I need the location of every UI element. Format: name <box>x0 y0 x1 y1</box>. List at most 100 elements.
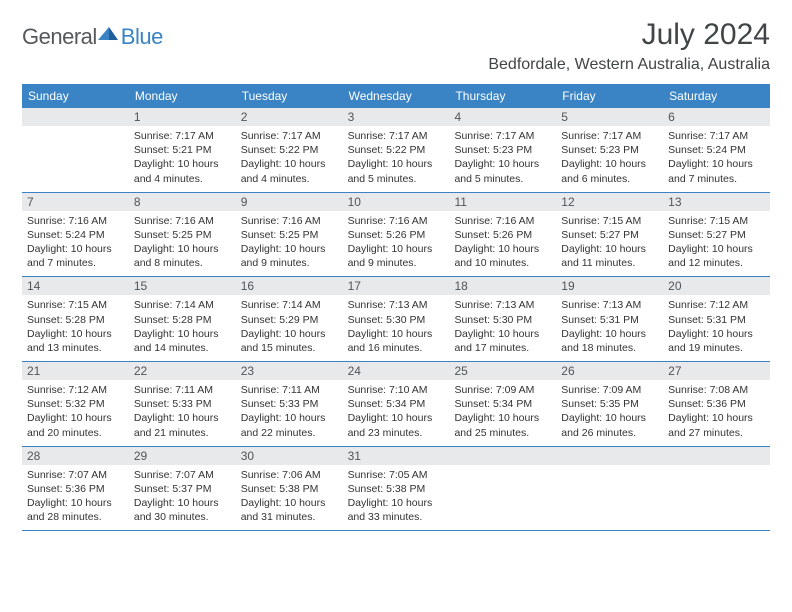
day-body: Sunrise: 7:16 AMSunset: 5:26 PMDaylight:… <box>343 211 450 277</box>
day-number: 23 <box>236 362 343 380</box>
day-number: 12 <box>556 193 663 211</box>
sunrise-line: Sunrise: 7:09 AM <box>561 383 658 397</box>
daylight-line: Daylight: 10 hours and 14 minutes. <box>134 327 231 355</box>
daylight-line: Daylight: 10 hours and 18 minutes. <box>561 327 658 355</box>
day-cell: 26Sunrise: 7:09 AMSunset: 5:35 PMDayligh… <box>556 362 663 446</box>
day-cell: 31Sunrise: 7:05 AMSunset: 5:38 PMDayligh… <box>343 447 450 531</box>
sunrise-line: Sunrise: 7:15 AM <box>668 214 765 228</box>
daylight-line: Daylight: 10 hours and 13 minutes. <box>27 327 124 355</box>
day-body: Sunrise: 7:09 AMSunset: 5:34 PMDaylight:… <box>449 380 556 446</box>
weeks-container: 1Sunrise: 7:17 AMSunset: 5:21 PMDaylight… <box>22 108 770 531</box>
sunrise-line: Sunrise: 7:11 AM <box>241 383 338 397</box>
sunset-line: Sunset: 5:34 PM <box>348 397 445 411</box>
sunset-line: Sunset: 5:33 PM <box>134 397 231 411</box>
daylight-line: Daylight: 10 hours and 16 minutes. <box>348 327 445 355</box>
daylight-line: Daylight: 10 hours and 19 minutes. <box>668 327 765 355</box>
day-cell: 18Sunrise: 7:13 AMSunset: 5:30 PMDayligh… <box>449 277 556 361</box>
sunset-line: Sunset: 5:23 PM <box>561 143 658 157</box>
sunrise-line: Sunrise: 7:17 AM <box>134 129 231 143</box>
day-number: 17 <box>343 277 450 295</box>
day-number: 10 <box>343 193 450 211</box>
day-cell: 20Sunrise: 7:12 AMSunset: 5:31 PMDayligh… <box>663 277 770 361</box>
day-header: Monday <box>129 84 236 108</box>
day-body: Sunrise: 7:17 AMSunset: 5:22 PMDaylight:… <box>236 126 343 192</box>
day-number: 26 <box>556 362 663 380</box>
sunrise-line: Sunrise: 7:13 AM <box>348 298 445 312</box>
sunset-line: Sunset: 5:26 PM <box>454 228 551 242</box>
logo-text-blue: Blue <box>121 24 163 50</box>
day-cell: 24Sunrise: 7:10 AMSunset: 5:34 PMDayligh… <box>343 362 450 446</box>
sunset-line: Sunset: 5:27 PM <box>668 228 765 242</box>
sunset-line: Sunset: 5:22 PM <box>348 143 445 157</box>
day-number: 21 <box>22 362 129 380</box>
day-cell: 27Sunrise: 7:08 AMSunset: 5:36 PMDayligh… <box>663 362 770 446</box>
sunrise-line: Sunrise: 7:08 AM <box>668 383 765 397</box>
week-row: 1Sunrise: 7:17 AMSunset: 5:21 PMDaylight… <box>22 108 770 193</box>
day-body: Sunrise: 7:13 AMSunset: 5:31 PMDaylight:… <box>556 295 663 361</box>
day-cell: 19Sunrise: 7:13 AMSunset: 5:31 PMDayligh… <box>556 277 663 361</box>
sunset-line: Sunset: 5:38 PM <box>348 482 445 496</box>
day-body: Sunrise: 7:09 AMSunset: 5:35 PMDaylight:… <box>556 380 663 446</box>
daylight-line: Daylight: 10 hours and 6 minutes. <box>561 157 658 185</box>
day-body: Sunrise: 7:11 AMSunset: 5:33 PMDaylight:… <box>236 380 343 446</box>
day-cell: 15Sunrise: 7:14 AMSunset: 5:28 PMDayligh… <box>129 277 236 361</box>
sunrise-line: Sunrise: 7:09 AM <box>454 383 551 397</box>
sunset-line: Sunset: 5:34 PM <box>454 397 551 411</box>
day-cell: 11Sunrise: 7:16 AMSunset: 5:26 PMDayligh… <box>449 193 556 277</box>
sunrise-line: Sunrise: 7:12 AM <box>27 383 124 397</box>
empty-daynum <box>449 447 556 465</box>
sunrise-line: Sunrise: 7:17 AM <box>561 129 658 143</box>
day-number: 13 <box>663 193 770 211</box>
day-number: 16 <box>236 277 343 295</box>
day-body: Sunrise: 7:17 AMSunset: 5:23 PMDaylight:… <box>556 126 663 192</box>
day-body: Sunrise: 7:12 AMSunset: 5:31 PMDaylight:… <box>663 295 770 361</box>
daylight-line: Daylight: 10 hours and 17 minutes. <box>454 327 551 355</box>
daylight-line: Daylight: 10 hours and 33 minutes. <box>348 496 445 524</box>
sunset-line: Sunset: 5:36 PM <box>27 482 124 496</box>
day-number: 11 <box>449 193 556 211</box>
week-row: 28Sunrise: 7:07 AMSunset: 5:36 PMDayligh… <box>22 447 770 532</box>
sunrise-line: Sunrise: 7:17 AM <box>348 129 445 143</box>
empty-daynum <box>22 108 129 126</box>
daylight-line: Daylight: 10 hours and 4 minutes. <box>241 157 338 185</box>
day-number: 15 <box>129 277 236 295</box>
day-body: Sunrise: 7:14 AMSunset: 5:28 PMDaylight:… <box>129 295 236 361</box>
daylight-line: Daylight: 10 hours and 4 minutes. <box>134 157 231 185</box>
calendar: SundayMondayTuesdayWednesdayThursdayFrid… <box>22 84 770 531</box>
sunset-line: Sunset: 5:22 PM <box>241 143 338 157</box>
day-body: Sunrise: 7:15 AMSunset: 5:27 PMDaylight:… <box>663 211 770 277</box>
daylight-line: Daylight: 10 hours and 23 minutes. <box>348 411 445 439</box>
day-cell: 29Sunrise: 7:07 AMSunset: 5:37 PMDayligh… <box>129 447 236 531</box>
day-cell: 22Sunrise: 7:11 AMSunset: 5:33 PMDayligh… <box>129 362 236 446</box>
week-row: 7Sunrise: 7:16 AMSunset: 5:24 PMDaylight… <box>22 193 770 278</box>
sunrise-line: Sunrise: 7:16 AM <box>134 214 231 228</box>
day-number: 19 <box>556 277 663 295</box>
sunrise-line: Sunrise: 7:17 AM <box>454 129 551 143</box>
sunset-line: Sunset: 5:35 PM <box>561 397 658 411</box>
empty-cell <box>663 447 770 531</box>
day-cell: 6Sunrise: 7:17 AMSunset: 5:24 PMDaylight… <box>663 108 770 192</box>
sunset-line: Sunset: 5:33 PM <box>241 397 338 411</box>
sunrise-line: Sunrise: 7:11 AM <box>134 383 231 397</box>
sunset-line: Sunset: 5:27 PM <box>561 228 658 242</box>
day-body: Sunrise: 7:16 AMSunset: 5:26 PMDaylight:… <box>449 211 556 277</box>
sunset-line: Sunset: 5:30 PM <box>454 313 551 327</box>
day-number: 25 <box>449 362 556 380</box>
day-cell: 30Sunrise: 7:06 AMSunset: 5:38 PMDayligh… <box>236 447 343 531</box>
day-number: 22 <box>129 362 236 380</box>
day-cell: 7Sunrise: 7:16 AMSunset: 5:24 PMDaylight… <box>22 193 129 277</box>
sunrise-line: Sunrise: 7:06 AM <box>241 468 338 482</box>
day-cell: 14Sunrise: 7:15 AMSunset: 5:28 PMDayligh… <box>22 277 129 361</box>
day-cell: 21Sunrise: 7:12 AMSunset: 5:32 PMDayligh… <box>22 362 129 446</box>
day-header: Tuesday <box>236 84 343 108</box>
month-title: July 2024 <box>488 18 770 52</box>
day-header: Friday <box>556 84 663 108</box>
sunrise-line: Sunrise: 7:12 AM <box>668 298 765 312</box>
day-cell: 17Sunrise: 7:13 AMSunset: 5:30 PMDayligh… <box>343 277 450 361</box>
daylight-line: Daylight: 10 hours and 7 minutes. <box>27 242 124 270</box>
daylight-line: Daylight: 10 hours and 20 minutes. <box>27 411 124 439</box>
empty-daynum <box>556 447 663 465</box>
sunset-line: Sunset: 5:31 PM <box>561 313 658 327</box>
logo: General Blue <box>22 18 163 50</box>
location: Bedfordale, Western Australia, Australia <box>488 56 770 74</box>
